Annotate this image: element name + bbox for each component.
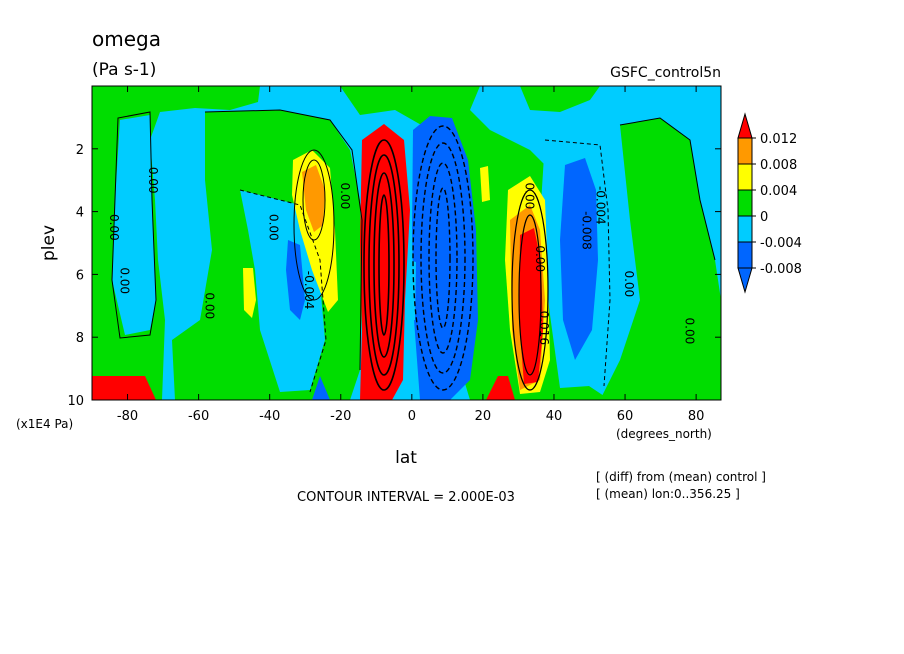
colorbar-top-arrow [737, 112, 753, 139]
region-cyan-core [408, 260, 416, 322]
contour-labels: 0.00 0.00 0.00 0.00 0.00 -0.004 0.00 0.00 0.00 0.… [107, 167, 697, 345]
x-axis-label: lat [395, 448, 417, 468]
plot-area: 0.00 0.00 0.00 0.00 0.00 -0.004 0.00 0.00 0.00 0.… [92, 86, 721, 400]
y-tick-label: 6 [76, 268, 84, 283]
y-axis: 2 4 6 8 10 [67, 143, 721, 409]
region-orange-north [302, 165, 325, 232]
contour-label: -0.004 [594, 186, 608, 225]
region-blue-south [560, 158, 598, 360]
contour-label: 0.00 [107, 214, 121, 241]
region-red-south [519, 228, 543, 384]
region-yellow-small [243, 268, 256, 318]
region-cyan-left-column [112, 115, 156, 335]
contour-zero-left [111, 111, 157, 339]
plot-frame [91, 85, 722, 401]
contour-cluster-north [293, 149, 335, 301]
region-yellow-tiny [480, 166, 490, 202]
colorbar-label: -0.008 [760, 262, 802, 277]
contour-label: 0.00 [682, 318, 696, 345]
contour-label: 0.00 [523, 183, 537, 210]
contour-neg-mid [239, 189, 327, 393]
colorbar-label: 0 [760, 210, 768, 225]
colorbar-swatch [737, 137, 753, 165]
y-tick-label: 4 [76, 206, 84, 221]
x-tick-label: -20 [330, 409, 351, 424]
colorbar-label: -0.004 [760, 236, 802, 251]
colorbar-bottom-arrow [737, 267, 753, 294]
colorbar-swatch [737, 189, 753, 217]
colorbar-label: 0.008 [760, 158, 797, 173]
x-tick-label: 0 [408, 409, 416, 424]
x-tick-label: 60 [617, 409, 634, 424]
y-tick-label: 2 [76, 143, 84, 158]
contour-label: 0.00 [622, 270, 636, 297]
colorbar: 0.012 0.008 0.004 0 -0.004 -0.008 [737, 112, 802, 294]
x-tick-label: 40 [546, 409, 563, 424]
x-tick-label: 80 [688, 409, 705, 424]
contour-label: 0.00 [533, 245, 547, 272]
contour-lines [111, 109, 716, 393]
x-tick-label: -80 [117, 409, 138, 424]
contour-label: 0.00 [338, 183, 352, 210]
contour-label: 0.016 [537, 311, 551, 345]
region-blue-downdraft [412, 116, 478, 400]
contour-label: 0.00 [203, 292, 217, 319]
region-green-top [520, 86, 600, 112]
x-axis-units: (degrees_north) [616, 427, 712, 441]
contour-label: -0.004 [302, 271, 316, 310]
note-mean: [ (mean) lon:0..356.25 ] [596, 487, 740, 501]
x-axis: -80 -60 -40 -20 0 20 40 60 80 [117, 86, 704, 424]
contour-cluster-south [511, 189, 549, 391]
contour-interval-text: CONTOUR INTERVAL = 2.000E-03 [297, 490, 515, 505]
contour-label: -0.008 [579, 211, 593, 250]
y-tick-label: 10 [67, 394, 84, 409]
region-green-right [600, 118, 721, 400]
colorbar-label: 0.004 [760, 184, 797, 199]
contour-neg-right [544, 139, 611, 387]
x-tick-label: -40 [259, 409, 280, 424]
region-red-surface-20 [486, 376, 515, 400]
region-blue-bottom [312, 376, 330, 400]
colorbar-swatch [737, 215, 753, 243]
chart-units: (Pa s-1) [92, 60, 156, 80]
y-axis-units: (x1E4 Pa) [16, 417, 73, 431]
region-blue-small [286, 240, 305, 320]
contour-label: 0.00 [117, 267, 131, 294]
y-axis-label: plev [39, 225, 59, 261]
chart-title: omega [92, 27, 161, 51]
colorbar-swatch [737, 163, 753, 191]
contour-cluster-center [363, 139, 405, 391]
contour-cluster-downdraft [412, 125, 474, 391]
x-tick-label: 20 [475, 409, 492, 424]
contour-zero-right [619, 117, 716, 261]
contour-label: 0.00 [146, 167, 160, 194]
x-tick-label: -60 [188, 409, 209, 424]
region-red-polar [92, 376, 156, 400]
y-tick-label: 8 [76, 331, 84, 346]
colorbar-swatch [737, 241, 753, 269]
contour-label: 0.00 [267, 214, 281, 241]
note-diff: [ (diff) from (mean) control ] [596, 470, 766, 484]
colorbar-label: 0.012 [760, 132, 797, 147]
run-label: GSFC_control5n [610, 65, 721, 81]
contour-zero-mid [204, 109, 363, 371]
region-red-updraft [360, 124, 410, 400]
